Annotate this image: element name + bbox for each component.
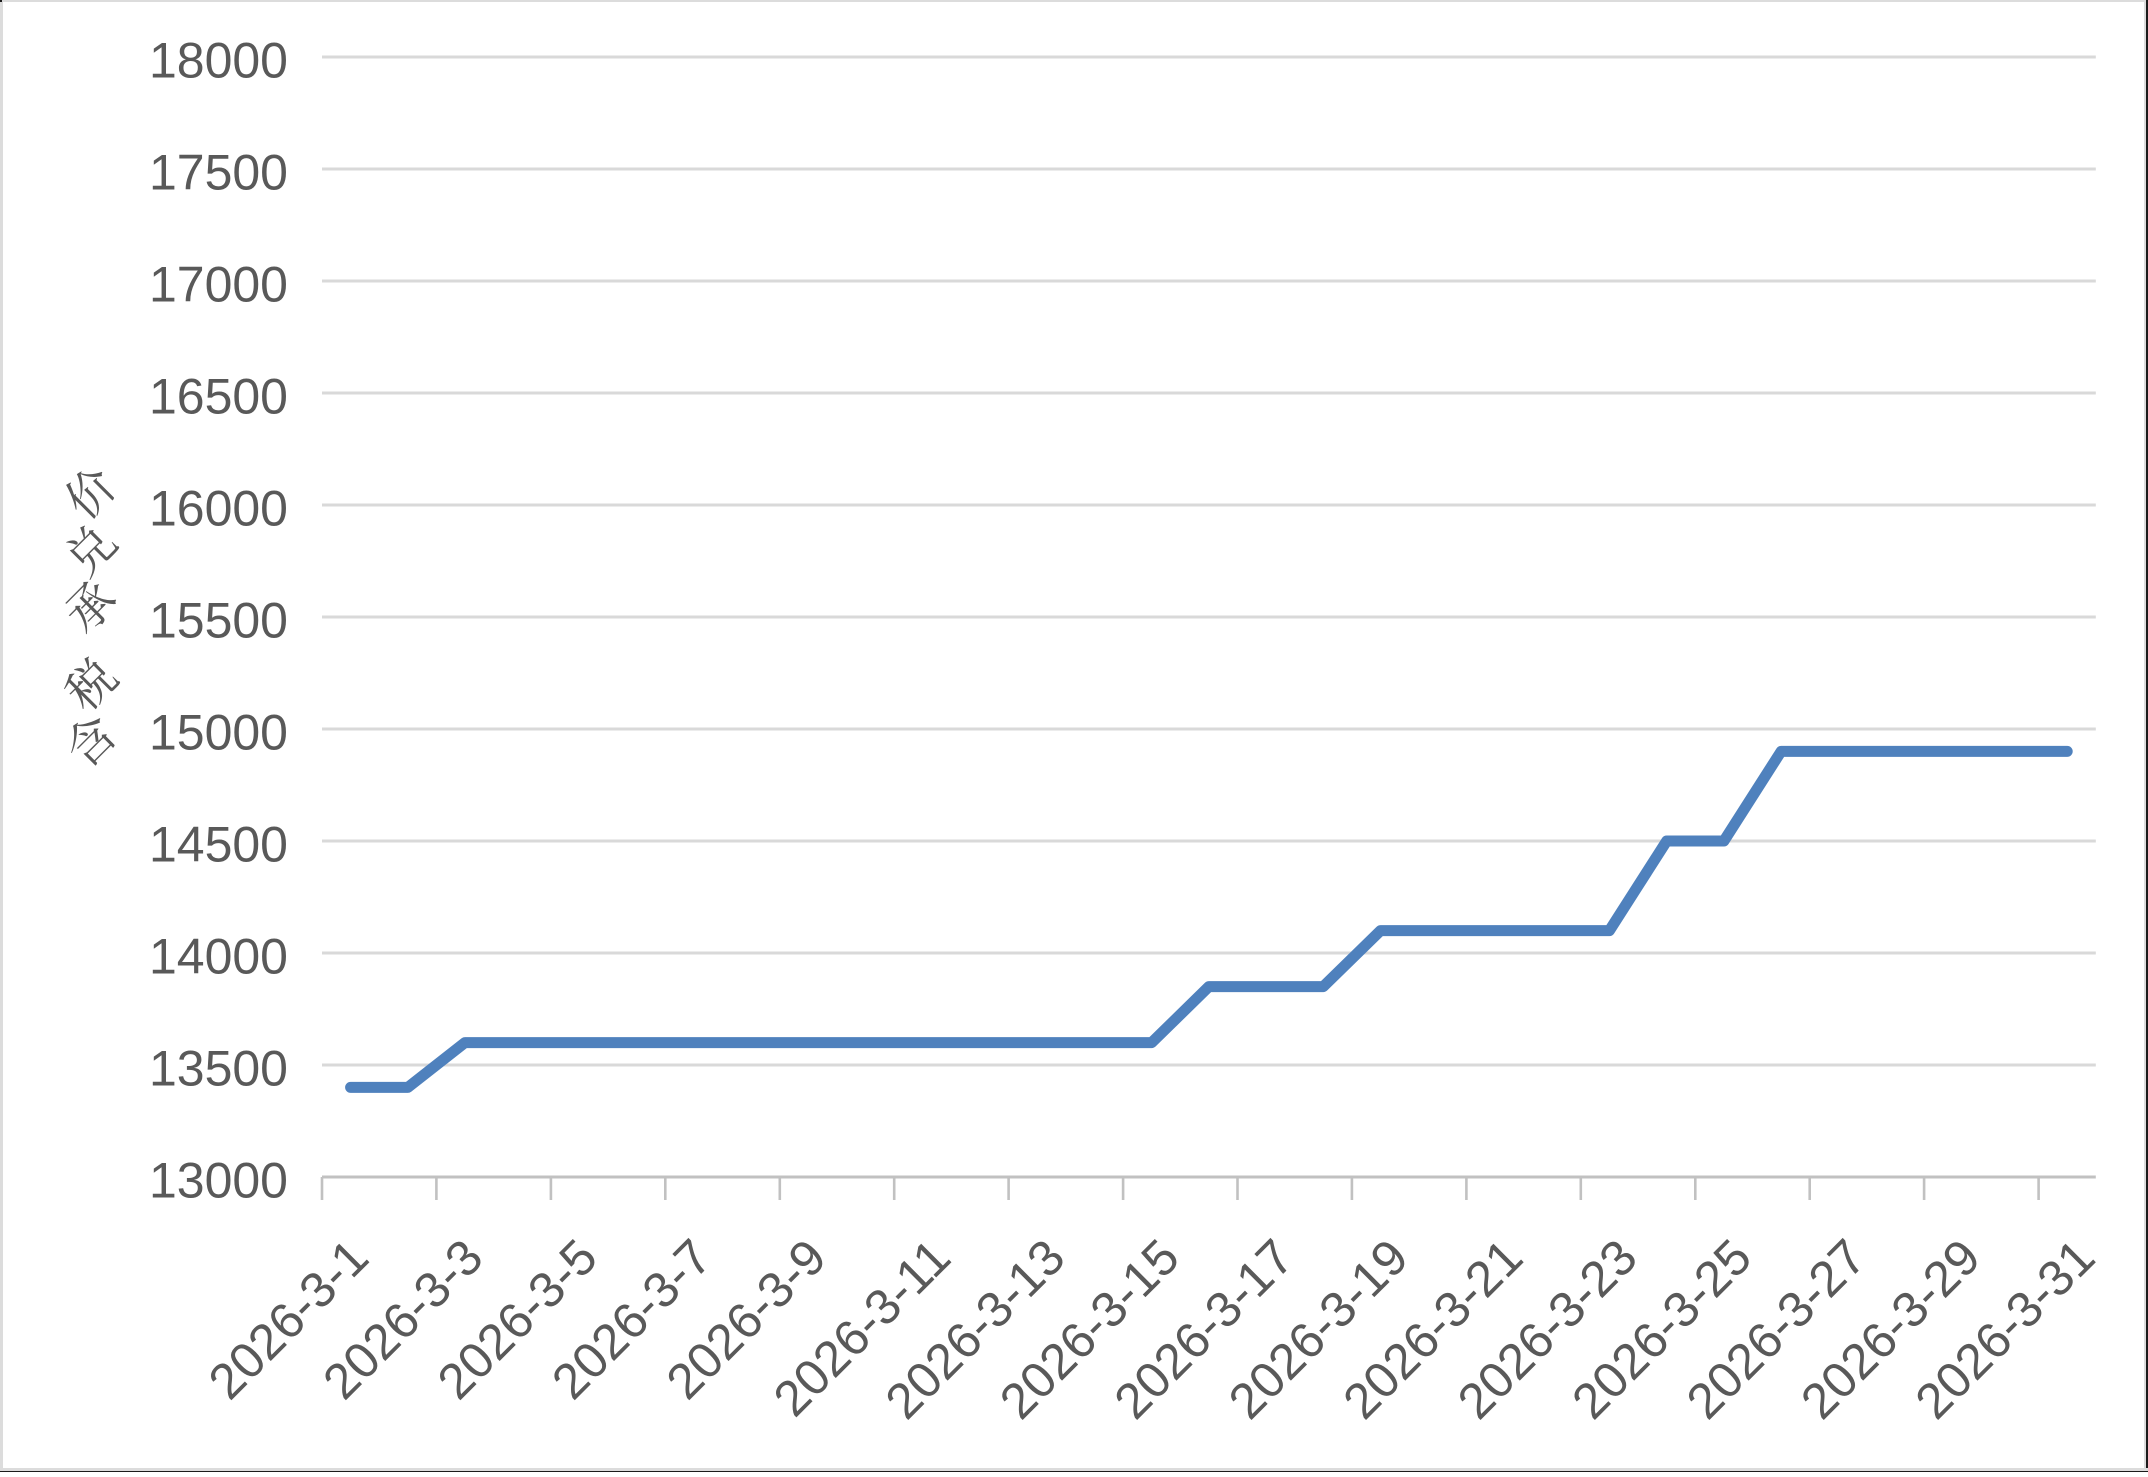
svg-text:14000: 14000 xyxy=(149,929,288,985)
svg-text:16000: 16000 xyxy=(149,481,288,537)
svg-text:14500: 14500 xyxy=(149,817,288,873)
svg-text:13500: 13500 xyxy=(149,1041,288,1097)
svg-text:15000: 15000 xyxy=(149,705,288,761)
svg-text:15500: 15500 xyxy=(149,593,288,649)
svg-text:17500: 17500 xyxy=(149,145,288,201)
svg-text:13000: 13000 xyxy=(149,1153,288,1209)
svg-text:16500: 16500 xyxy=(149,369,288,425)
svg-text:17000: 17000 xyxy=(149,257,288,313)
svg-text:18000: 18000 xyxy=(149,33,288,89)
